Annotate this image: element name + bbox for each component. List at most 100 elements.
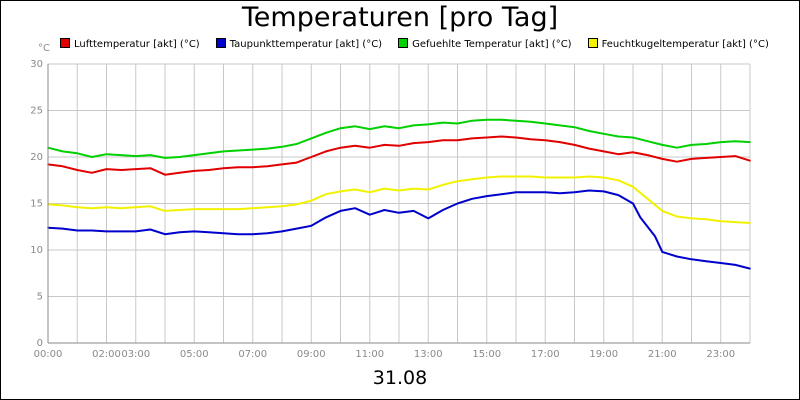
data-point bbox=[676, 255, 678, 258]
legend-label: Feuchtkugeltemperatur [akt] (°C) bbox=[601, 39, 769, 50]
data-point bbox=[149, 167, 152, 169]
data-point bbox=[222, 150, 225, 153]
data-point bbox=[500, 135, 503, 138]
data-point bbox=[485, 195, 488, 197]
grid bbox=[47, 63, 751, 344]
series-layer bbox=[47, 118, 751, 270]
data-point bbox=[91, 172, 93, 174]
data-point bbox=[676, 215, 678, 218]
data-point bbox=[339, 210, 342, 212]
data-point bbox=[602, 150, 605, 153]
data-point bbox=[134, 155, 137, 157]
data-point bbox=[734, 155, 737, 157]
data-point bbox=[646, 225, 649, 228]
y-tick-label: 20 bbox=[30, 152, 43, 163]
data-point bbox=[632, 151, 634, 154]
data-point bbox=[237, 233, 239, 235]
data-point bbox=[559, 141, 561, 143]
data-point bbox=[178, 156, 181, 158]
data-point bbox=[91, 229, 93, 232]
data-point bbox=[617, 153, 620, 156]
data-point bbox=[354, 125, 356, 128]
data-point bbox=[193, 154, 196, 156]
legend-item: Taupunkttemperatur [akt] (°C) bbox=[215, 38, 382, 50]
data-point bbox=[354, 145, 356, 147]
data-point bbox=[295, 203, 298, 206]
data-point bbox=[251, 207, 254, 209]
data-point bbox=[398, 189, 400, 192]
data-point bbox=[734, 221, 737, 223]
data-point bbox=[632, 185, 634, 188]
data-point bbox=[661, 251, 664, 253]
data-point bbox=[295, 161, 298, 164]
data-point bbox=[646, 154, 649, 156]
data-point bbox=[442, 121, 444, 124]
legend-swatch bbox=[398, 38, 409, 48]
data-point bbox=[559, 176, 561, 179]
data-point bbox=[208, 169, 210, 171]
data-point bbox=[544, 176, 547, 179]
data-point bbox=[573, 176, 576, 179]
data-point bbox=[310, 156, 313, 158]
data-point bbox=[237, 166, 239, 169]
data-point bbox=[266, 232, 269, 235]
data-point bbox=[544, 122, 547, 125]
data-point bbox=[91, 156, 93, 158]
data-point bbox=[383, 187, 386, 190]
data-point bbox=[427, 141, 430, 143]
data-point bbox=[617, 135, 620, 138]
legend-item: Feuchtkugeltemperatur [akt] (°C) bbox=[587, 38, 769, 50]
data-point bbox=[398, 212, 400, 214]
data-point bbox=[325, 216, 327, 219]
data-point bbox=[76, 169, 79, 171]
data-point bbox=[237, 149, 239, 152]
data-point bbox=[164, 210, 166, 212]
y-tick-label: 30 bbox=[30, 59, 43, 70]
y-tick-label: 25 bbox=[30, 106, 43, 117]
axes: 0 5 10 15 20 25 30 00:00 02:00 03:00 05:00 07:00 09:… bbox=[30, 59, 750, 360]
data-point bbox=[661, 158, 664, 160]
x-tick-label: 11:00 bbox=[355, 349, 384, 360]
data-point bbox=[588, 189, 590, 192]
data-point bbox=[705, 157, 707, 159]
data-point bbox=[310, 225, 313, 227]
data-point bbox=[178, 209, 181, 211]
data-point bbox=[266, 206, 269, 209]
data-point bbox=[149, 154, 152, 156]
data-point bbox=[588, 175, 590, 178]
data-point bbox=[500, 175, 503, 178]
data-point bbox=[251, 233, 254, 235]
data-point bbox=[471, 178, 473, 181]
x-tick-label: 21:00 bbox=[648, 349, 677, 360]
data-point bbox=[690, 158, 693, 160]
data-point bbox=[529, 191, 532, 194]
data-point bbox=[105, 230, 108, 233]
data-point bbox=[471, 198, 473, 200]
data-point bbox=[281, 205, 283, 208]
data-point bbox=[427, 123, 430, 126]
data-point bbox=[500, 193, 503, 195]
x-tick-label: 07:00 bbox=[238, 349, 267, 360]
data-point bbox=[325, 132, 327, 134]
data-point bbox=[719, 262, 722, 264]
data-point bbox=[208, 152, 210, 155]
data-point bbox=[383, 125, 386, 128]
x-tick-label: 13:00 bbox=[414, 349, 443, 360]
data-point bbox=[325, 150, 327, 153]
data-point bbox=[529, 120, 532, 123]
data-point bbox=[383, 144, 386, 146]
data-point bbox=[76, 206, 79, 209]
data-point bbox=[368, 191, 371, 194]
data-point bbox=[251, 166, 254, 169]
data-point bbox=[266, 165, 269, 168]
data-point bbox=[295, 227, 298, 230]
data-point bbox=[339, 146, 342, 149]
data-point bbox=[749, 141, 751, 143]
data-point bbox=[354, 207, 356, 209]
x-tick-label: 03:00 bbox=[121, 349, 150, 360]
data-point bbox=[719, 141, 722, 143]
legend-swatch bbox=[60, 38, 70, 48]
data-point bbox=[559, 124, 561, 127]
legend-label: Gefuehlte Temperatur [akt] (°C) bbox=[412, 39, 572, 50]
data-point bbox=[705, 260, 707, 262]
